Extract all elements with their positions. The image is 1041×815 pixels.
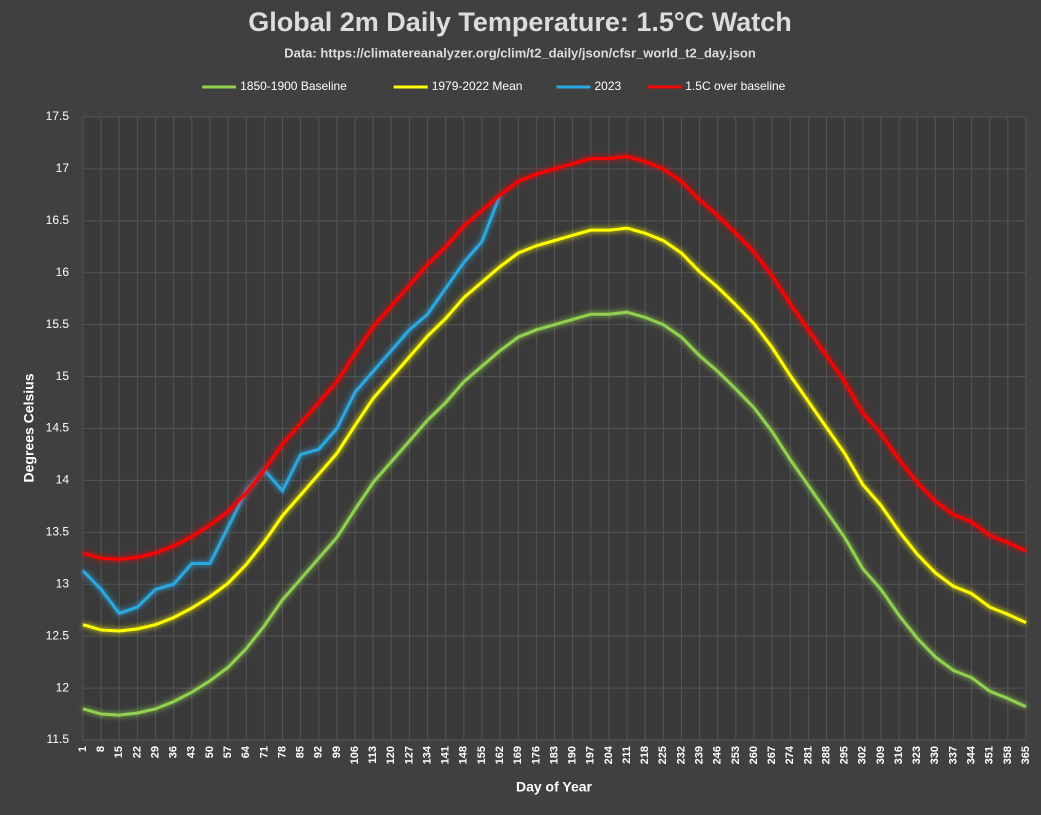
x-tick-label: 225 (657, 746, 669, 764)
x-tick-label: 253 (730, 746, 742, 764)
x-tick-label: 344 (966, 745, 978, 764)
x-tick-label: 162 (494, 746, 506, 764)
x-tick-label: 64 (240, 745, 252, 758)
y-tick-label: 13.5 (46, 525, 70, 539)
x-tick-label: 288 (820, 746, 832, 764)
x-tick-label: 8 (95, 746, 107, 752)
x-tick-label: 246 (712, 746, 724, 764)
x-tick-label: 204 (603, 745, 615, 764)
x-tick-label: 92 (313, 746, 325, 758)
y-tick-label: 12.5 (46, 628, 70, 642)
x-tick-label: 183 (548, 746, 560, 764)
x-tick-label: 330 (929, 746, 941, 764)
y-axis-label: Degrees Celsius (21, 373, 37, 482)
x-tick-label: 337 (947, 746, 959, 764)
x-tick-label: 85 (295, 746, 307, 758)
x-tick-label: 365 (1020, 746, 1032, 764)
y-tick-label: 14.5 (46, 421, 70, 435)
x-axis-label: Day of Year (516, 779, 593, 795)
y-tick-label: 16 (56, 265, 70, 279)
x-tick-label: 106 (349, 746, 361, 764)
x-tick-label: 99 (331, 746, 343, 758)
y-tick-label: 15.5 (46, 317, 70, 331)
x-tick-label: 267 (766, 746, 778, 764)
x-tick-label: 323 (911, 746, 923, 764)
chart-subtitle: Data: https://climatereanalyzer.org/clim… (284, 45, 756, 60)
x-tick-label: 113 (367, 746, 379, 764)
x-tick-label: 15 (113, 746, 125, 758)
x-tick-label: 29 (149, 746, 161, 758)
x-tick-label: 358 (1002, 746, 1014, 764)
x-tick-label: 1 (77, 746, 89, 752)
x-tick-label: 197 (585, 746, 597, 764)
y-tick-label: 16.5 (46, 213, 70, 227)
x-tick-label: 218 (639, 746, 651, 764)
chart-title: Global 2m Daily Temperature: 1.5°C Watch (248, 7, 791, 37)
legend-label: 1979-2022 Mean (432, 79, 523, 93)
x-tick-label: 78 (276, 746, 288, 758)
series-line (82, 226, 1027, 633)
x-tick-label: 274 (784, 745, 796, 764)
y-tick-label: 13 (56, 576, 70, 590)
x-tick-label: 120 (385, 746, 397, 764)
series-line (81, 194, 502, 616)
y-tick-label: 17.5 (46, 109, 70, 123)
legend-label: 1850-1900 Baseline (240, 79, 347, 93)
x-tick-label: 148 (458, 746, 470, 764)
x-tick-label: 141 (440, 746, 452, 764)
legend-label: 1.5C over baseline (685, 79, 785, 93)
y-tick-label: 15 (56, 369, 70, 383)
x-tick-label: 22 (131, 746, 143, 758)
x-tick-label: 176 (530, 746, 542, 764)
x-tick-label: 190 (567, 746, 579, 764)
x-tick-label: 351 (984, 746, 996, 764)
x-tick-label: 57 (222, 746, 234, 758)
x-tick-label: 232 (675, 746, 687, 764)
series-line (82, 154, 1027, 561)
x-tick-label: 43 (186, 746, 198, 758)
legend-label: 2023 (595, 79, 622, 93)
x-tick-label: 281 (802, 746, 814, 764)
x-tick-label: 134 (421, 745, 433, 764)
x-tick-label: 155 (476, 746, 488, 764)
y-tick-label: 14 (56, 473, 70, 487)
x-tick-label: 260 (748, 746, 760, 764)
x-tick-label: 36 (168, 746, 180, 758)
x-tick-label: 239 (693, 746, 705, 764)
x-tick-label: 127 (403, 746, 415, 764)
x-tick-label: 316 (893, 746, 905, 764)
x-tick-label: 50 (204, 746, 216, 758)
y-tick-label: 17 (56, 161, 70, 175)
x-tick-label: 309 (875, 746, 887, 764)
y-tick-label: 12 (56, 680, 70, 694)
y-tick-label: 11.5 (47, 732, 70, 746)
x-tick-label: 211 (621, 746, 633, 764)
x-tick-label: 295 (839, 746, 851, 764)
x-tick-label: 71 (258, 746, 270, 758)
x-tick-label: 169 (512, 746, 524, 764)
series-line (82, 310, 1027, 717)
x-tick-label: 302 (857, 746, 869, 764)
